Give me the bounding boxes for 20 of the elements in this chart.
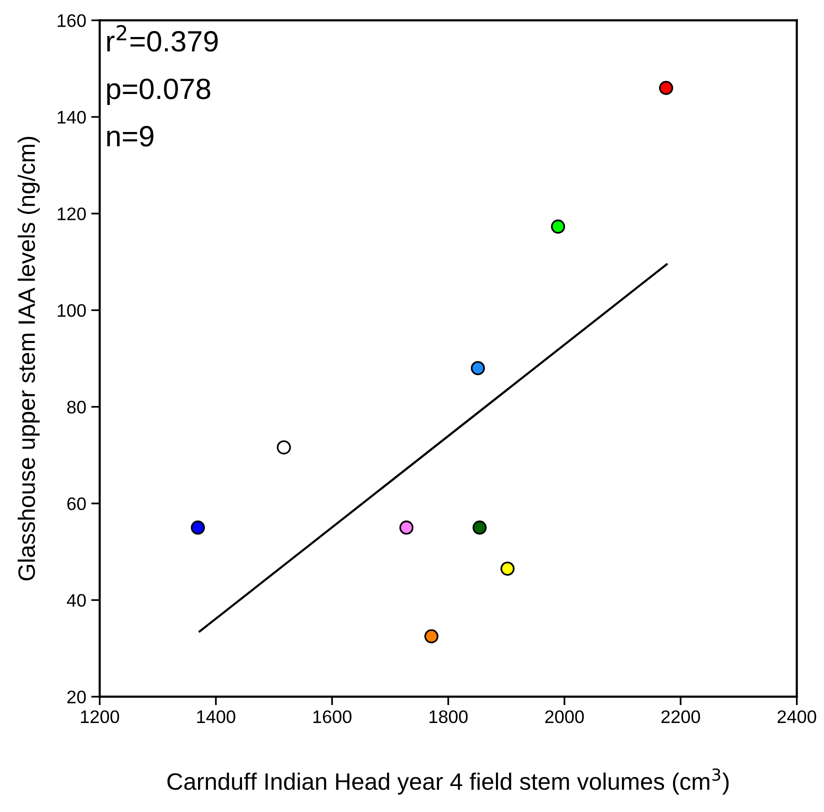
annotation: p=0.078: [107, 78, 210, 105]
x-tick-label: 1600: [313, 710, 352, 724]
y-tick-label: 140: [58, 110, 86, 124]
annotation: r$^{2}$=0.379: [107, 25, 218, 52]
y-tick-label: 20: [67, 690, 86, 704]
y-tick-label: 120: [58, 207, 86, 220]
x-tick-label: 1800: [430, 710, 468, 724]
x-tick-label: 1200: [81, 710, 120, 724]
y-tick-label: 100: [58, 304, 86, 317]
x-axis-title: Carnduff Indian Head year 4 field stem volumes (cm$^{3}$): [167, 768, 729, 795]
x-tick-label: 2200: [661, 710, 700, 724]
y-tick-label: 80: [67, 400, 86, 414]
annotation: n=9: [107, 126, 154, 147]
y-axis-title: Glasshouse upper stem IAA levels (ng/cm): [18, 136, 40, 580]
x-tick-label: 1400: [197, 710, 236, 724]
y-tick-label: 160: [58, 14, 86, 28]
x-tick-label: 2400: [778, 710, 816, 724]
x-tick-label: 2000: [545, 710, 584, 724]
y-tick-label: 60: [67, 497, 86, 510]
y-tick-label: 40: [66, 594, 86, 607]
